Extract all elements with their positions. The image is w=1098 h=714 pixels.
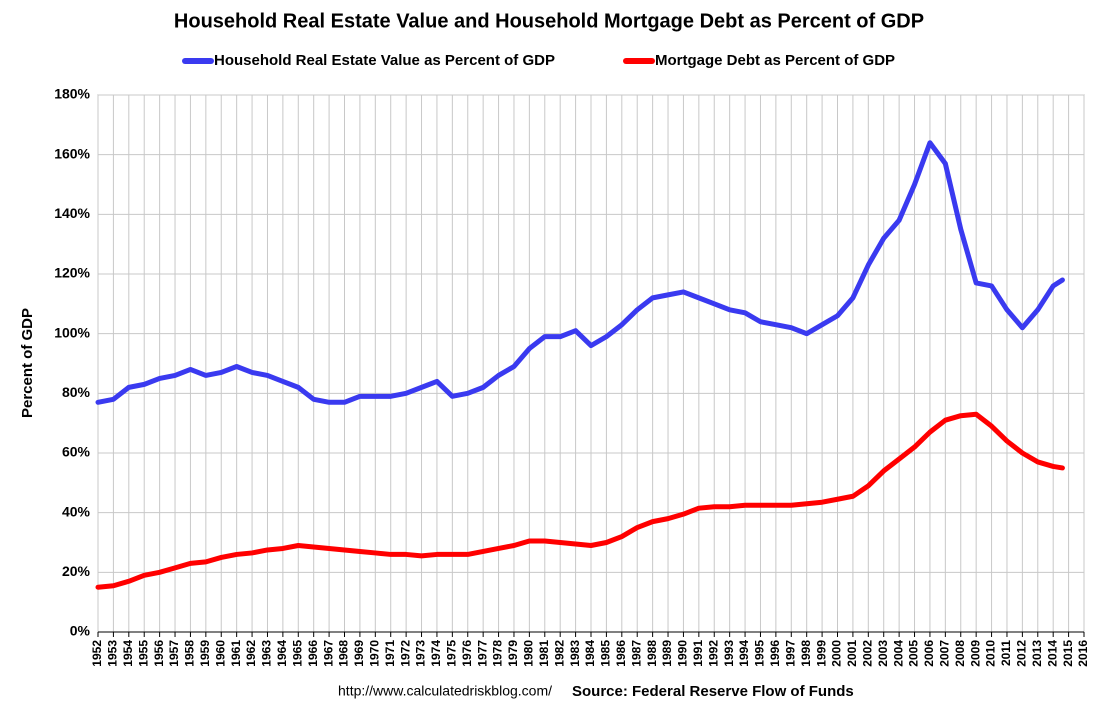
x-tick-label: 1987 <box>629 640 643 667</box>
x-tick-label: 1965 <box>290 640 304 667</box>
x-tick-label: 2016 <box>1076 640 1090 667</box>
x-tick-label: 1978 <box>491 640 505 667</box>
x-tick-label: 1972 <box>398 640 412 667</box>
chart-title: Household Real Estate Value and Househol… <box>174 10 924 32</box>
x-tick-label: 1981 <box>537 640 551 667</box>
x-tick-label: 1961 <box>229 640 243 667</box>
x-tick-label: 1970 <box>367 640 381 667</box>
x-tick-label: 2008 <box>953 640 967 667</box>
x-tick-label: 1993 <box>722 640 736 667</box>
x-tick-label: 1958 <box>183 640 197 667</box>
x-tick-label: 1959 <box>198 640 212 667</box>
x-tick-label: 1994 <box>737 640 751 667</box>
x-tick-label: 2014 <box>1045 640 1059 667</box>
x-tick-label: 1998 <box>799 640 813 667</box>
x-tick-label: 1962 <box>244 640 258 667</box>
y-tick-label: 160% <box>54 145 90 161</box>
x-tick-label: 1997 <box>783 640 797 667</box>
x-tick-label: 2015 <box>1061 640 1075 667</box>
source: Source: Federal Reserve Flow of Funds <box>572 683 854 700</box>
x-tick-label: 1982 <box>552 640 566 667</box>
x-tick-label: 1957 <box>167 640 181 667</box>
legend-label: Household Real Estate Value as Percent o… <box>214 52 555 69</box>
x-tick-label: 1989 <box>660 640 674 667</box>
x-tick-label: 2001 <box>845 640 859 667</box>
x-tick-label: 1983 <box>568 640 582 667</box>
series-line <box>95 140 1065 405</box>
x-tick-label: 2007 <box>938 640 952 667</box>
x-tick-label: 1976 <box>460 640 474 667</box>
x-tick-label: 1969 <box>352 640 366 667</box>
x-tick-label: 1996 <box>768 640 782 667</box>
x-tick-label: 1992 <box>706 640 720 667</box>
x-tick-label: 2009 <box>968 640 982 667</box>
x-tick-label: 1956 <box>152 640 166 667</box>
x-tick-label: 1954 <box>121 640 135 667</box>
y-tick-label: 60% <box>62 444 91 460</box>
x-tick-label: 1967 <box>321 640 335 667</box>
x-tick-label: 2006 <box>922 640 936 667</box>
x-tick-label: 1963 <box>260 640 274 667</box>
x-tick-label: 1974 <box>429 640 443 667</box>
x-tick-label: 2000 <box>830 640 844 667</box>
y-tick-label: 120% <box>54 265 90 281</box>
x-tick-label: 1984 <box>583 640 597 667</box>
y-axis-label: Percent of GDP <box>19 308 36 418</box>
x-tick-label: 1975 <box>445 640 459 667</box>
x-tick-label: 1979 <box>506 640 520 667</box>
x-tick-label: 1964 <box>275 640 289 667</box>
x-tick-label: 2013 <box>1030 640 1044 667</box>
y-tick-label: 100% <box>54 324 90 340</box>
x-tick-label: 1973 <box>414 640 428 667</box>
source-url: http://www.calculatedriskblog.com/ <box>338 683 552 699</box>
x-tick-label: 2011 <box>999 640 1013 666</box>
legend-label: Mortgage Debt as Percent of GDP <box>655 52 895 69</box>
x-tick-label: 1980 <box>522 640 536 667</box>
x-tick-label: 1991 <box>691 640 705 667</box>
x-tick-label: 1999 <box>814 640 828 667</box>
x-tick-label: 1966 <box>306 640 320 667</box>
y-tick-label: 0% <box>70 623 91 639</box>
y-tick-label: 20% <box>62 563 91 579</box>
series-line <box>95 411 1065 590</box>
y-tick-label: 180% <box>54 86 90 102</box>
x-tick-label: 1977 <box>475 640 489 667</box>
x-tick-label: 1960 <box>213 640 227 667</box>
x-tick-label: 2012 <box>1015 640 1029 667</box>
x-tick-label: 2010 <box>984 640 998 667</box>
x-tick-label: 2003 <box>876 640 890 667</box>
x-tick-label: 1986 <box>614 640 628 667</box>
x-tick-label: 1988 <box>645 640 659 667</box>
x-tick-label: 2004 <box>891 640 905 667</box>
y-tick-label: 140% <box>54 205 90 221</box>
x-tick-label: 1953 <box>106 640 120 667</box>
x-tick-label: 1968 <box>337 640 351 667</box>
x-tick-label: 1971 <box>383 640 397 667</box>
y-tick-label: 40% <box>62 503 91 519</box>
x-tick-label: 1985 <box>599 640 613 667</box>
x-tick-label: 2005 <box>907 640 921 667</box>
x-tick-label: 1952 <box>90 640 104 667</box>
x-tick-label: 1955 <box>136 640 150 667</box>
y-tick-label: 80% <box>62 384 91 400</box>
x-tick-label: 2002 <box>860 640 874 667</box>
x-tick-label: 1990 <box>676 640 690 667</box>
x-tick-label: 1995 <box>753 640 767 667</box>
